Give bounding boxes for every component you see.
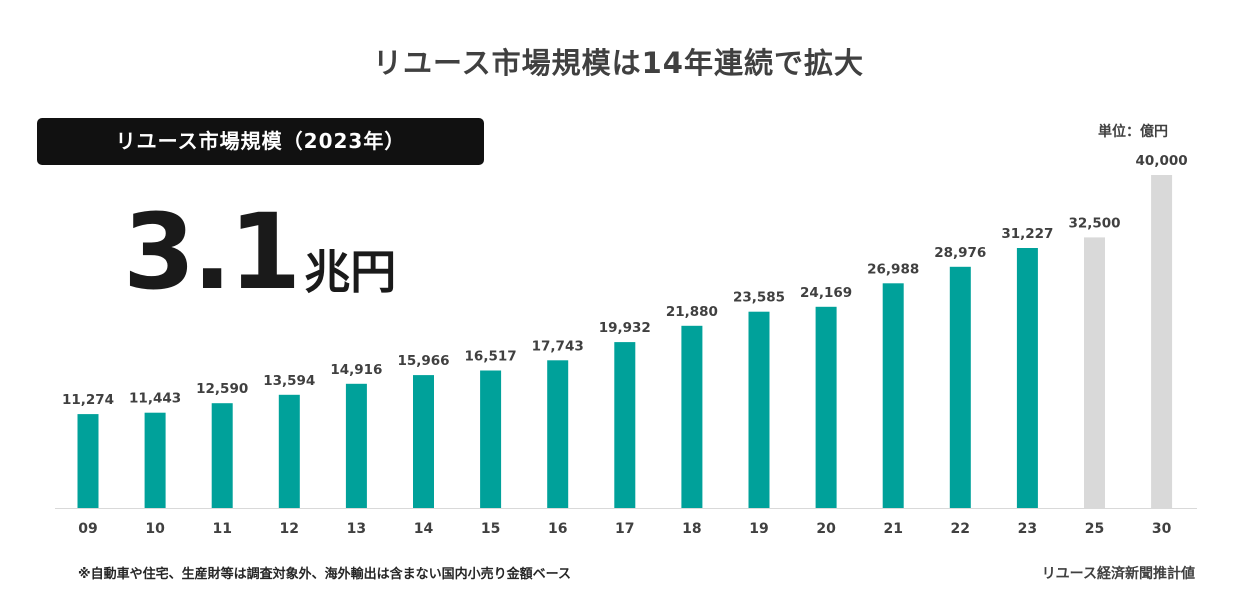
value-label-23: 31,227 bbox=[1001, 226, 1053, 242]
value-label-22: 28,976 bbox=[934, 245, 986, 261]
bar-14 bbox=[413, 375, 434, 508]
bar-18 bbox=[681, 325, 703, 508]
value-label-16: 17,743 bbox=[532, 338, 584, 354]
tick-label-12: 12 bbox=[280, 521, 299, 537]
bar-15 bbox=[480, 370, 502, 508]
headline-banner: リユース市場規模（2023年） bbox=[37, 118, 484, 165]
value-label-21: 26,988 bbox=[867, 261, 919, 277]
value-labels-group: 11,274 11,443 12,590 13,594 14,916 15,966 16,5… bbox=[62, 153, 1188, 408]
tick-label-15: 15 bbox=[481, 521, 500, 537]
bar-25 bbox=[1084, 237, 1105, 508]
tick-label-30: 30 bbox=[1152, 521, 1172, 537]
tick-label-22: 22 bbox=[951, 521, 970, 537]
tick-label-16: 16 bbox=[548, 521, 567, 537]
value-label-12: 13,594 bbox=[263, 373, 315, 389]
page-title: リユース市場規模は14年連続で拡大 bbox=[373, 46, 864, 80]
headline-unit: 兆円 bbox=[304, 245, 397, 299]
bars-group bbox=[77, 175, 1173, 508]
bar-22 bbox=[949, 266, 971, 508]
source-note: リユース経済新聞推計値 bbox=[1041, 566, 1195, 582]
bar-21 bbox=[882, 283, 904, 508]
footnote: ※自動車や住宅、生産財等は調査対象外、海外輸出は含まない国内小売り金額ベース bbox=[78, 567, 571, 582]
tick-label-17: 17 bbox=[615, 521, 634, 537]
tick-labels-group: 09 10 11 12 13 14 15 16 17 18 19 20 21 22 23 25 30 bbox=[78, 521, 1171, 537]
unit-label: 単位：億円 bbox=[1098, 124, 1168, 140]
bar-30 bbox=[1151, 175, 1173, 508]
bar-11 bbox=[211, 403, 233, 508]
value-label-11: 12,590 bbox=[196, 381, 248, 397]
tick-label-23: 23 bbox=[1018, 521, 1037, 537]
bar-17 bbox=[614, 342, 636, 508]
bar-10 bbox=[144, 412, 166, 508]
value-label-10: 11,443 bbox=[129, 391, 181, 407]
value-label-17: 19,932 bbox=[599, 320, 651, 336]
bar-23 bbox=[1016, 248, 1038, 508]
tick-label-19: 19 bbox=[749, 521, 768, 537]
value-label-14: 15,966 bbox=[397, 353, 449, 369]
bar-20 bbox=[815, 306, 837, 508]
bar-09 bbox=[77, 414, 99, 508]
value-label-30: 40,000 bbox=[1136, 153, 1188, 169]
tick-label-13: 13 bbox=[347, 521, 366, 537]
tick-label-10: 10 bbox=[145, 521, 165, 537]
tick-label-09: 09 bbox=[78, 521, 97, 537]
tick-label-20: 20 bbox=[816, 521, 836, 537]
tick-label-21: 21 bbox=[883, 521, 902, 537]
bar-13 bbox=[345, 383, 367, 508]
headline-figure: 3.1 兆円 bbox=[123, 192, 396, 312]
tick-label-18: 18 bbox=[682, 521, 701, 537]
bar-16 bbox=[547, 360, 569, 508]
bar-12 bbox=[278, 394, 300, 508]
value-label-09: 11,274 bbox=[62, 392, 114, 408]
value-label-15: 16,517 bbox=[465, 349, 517, 365]
bar-19 bbox=[748, 311, 770, 508]
value-label-13: 14,916 bbox=[330, 362, 382, 378]
tick-label-25: 25 bbox=[1085, 521, 1104, 537]
tick-label-11: 11 bbox=[212, 521, 231, 537]
value-label-20: 24,169 bbox=[800, 285, 852, 301]
value-label-18: 21,880 bbox=[666, 304, 718, 320]
tick-label-14: 14 bbox=[414, 521, 434, 537]
value-label-25: 32,500 bbox=[1068, 215, 1120, 231]
value-label-19: 23,585 bbox=[733, 290, 785, 306]
headline-number: 3.1 bbox=[123, 191, 301, 313]
